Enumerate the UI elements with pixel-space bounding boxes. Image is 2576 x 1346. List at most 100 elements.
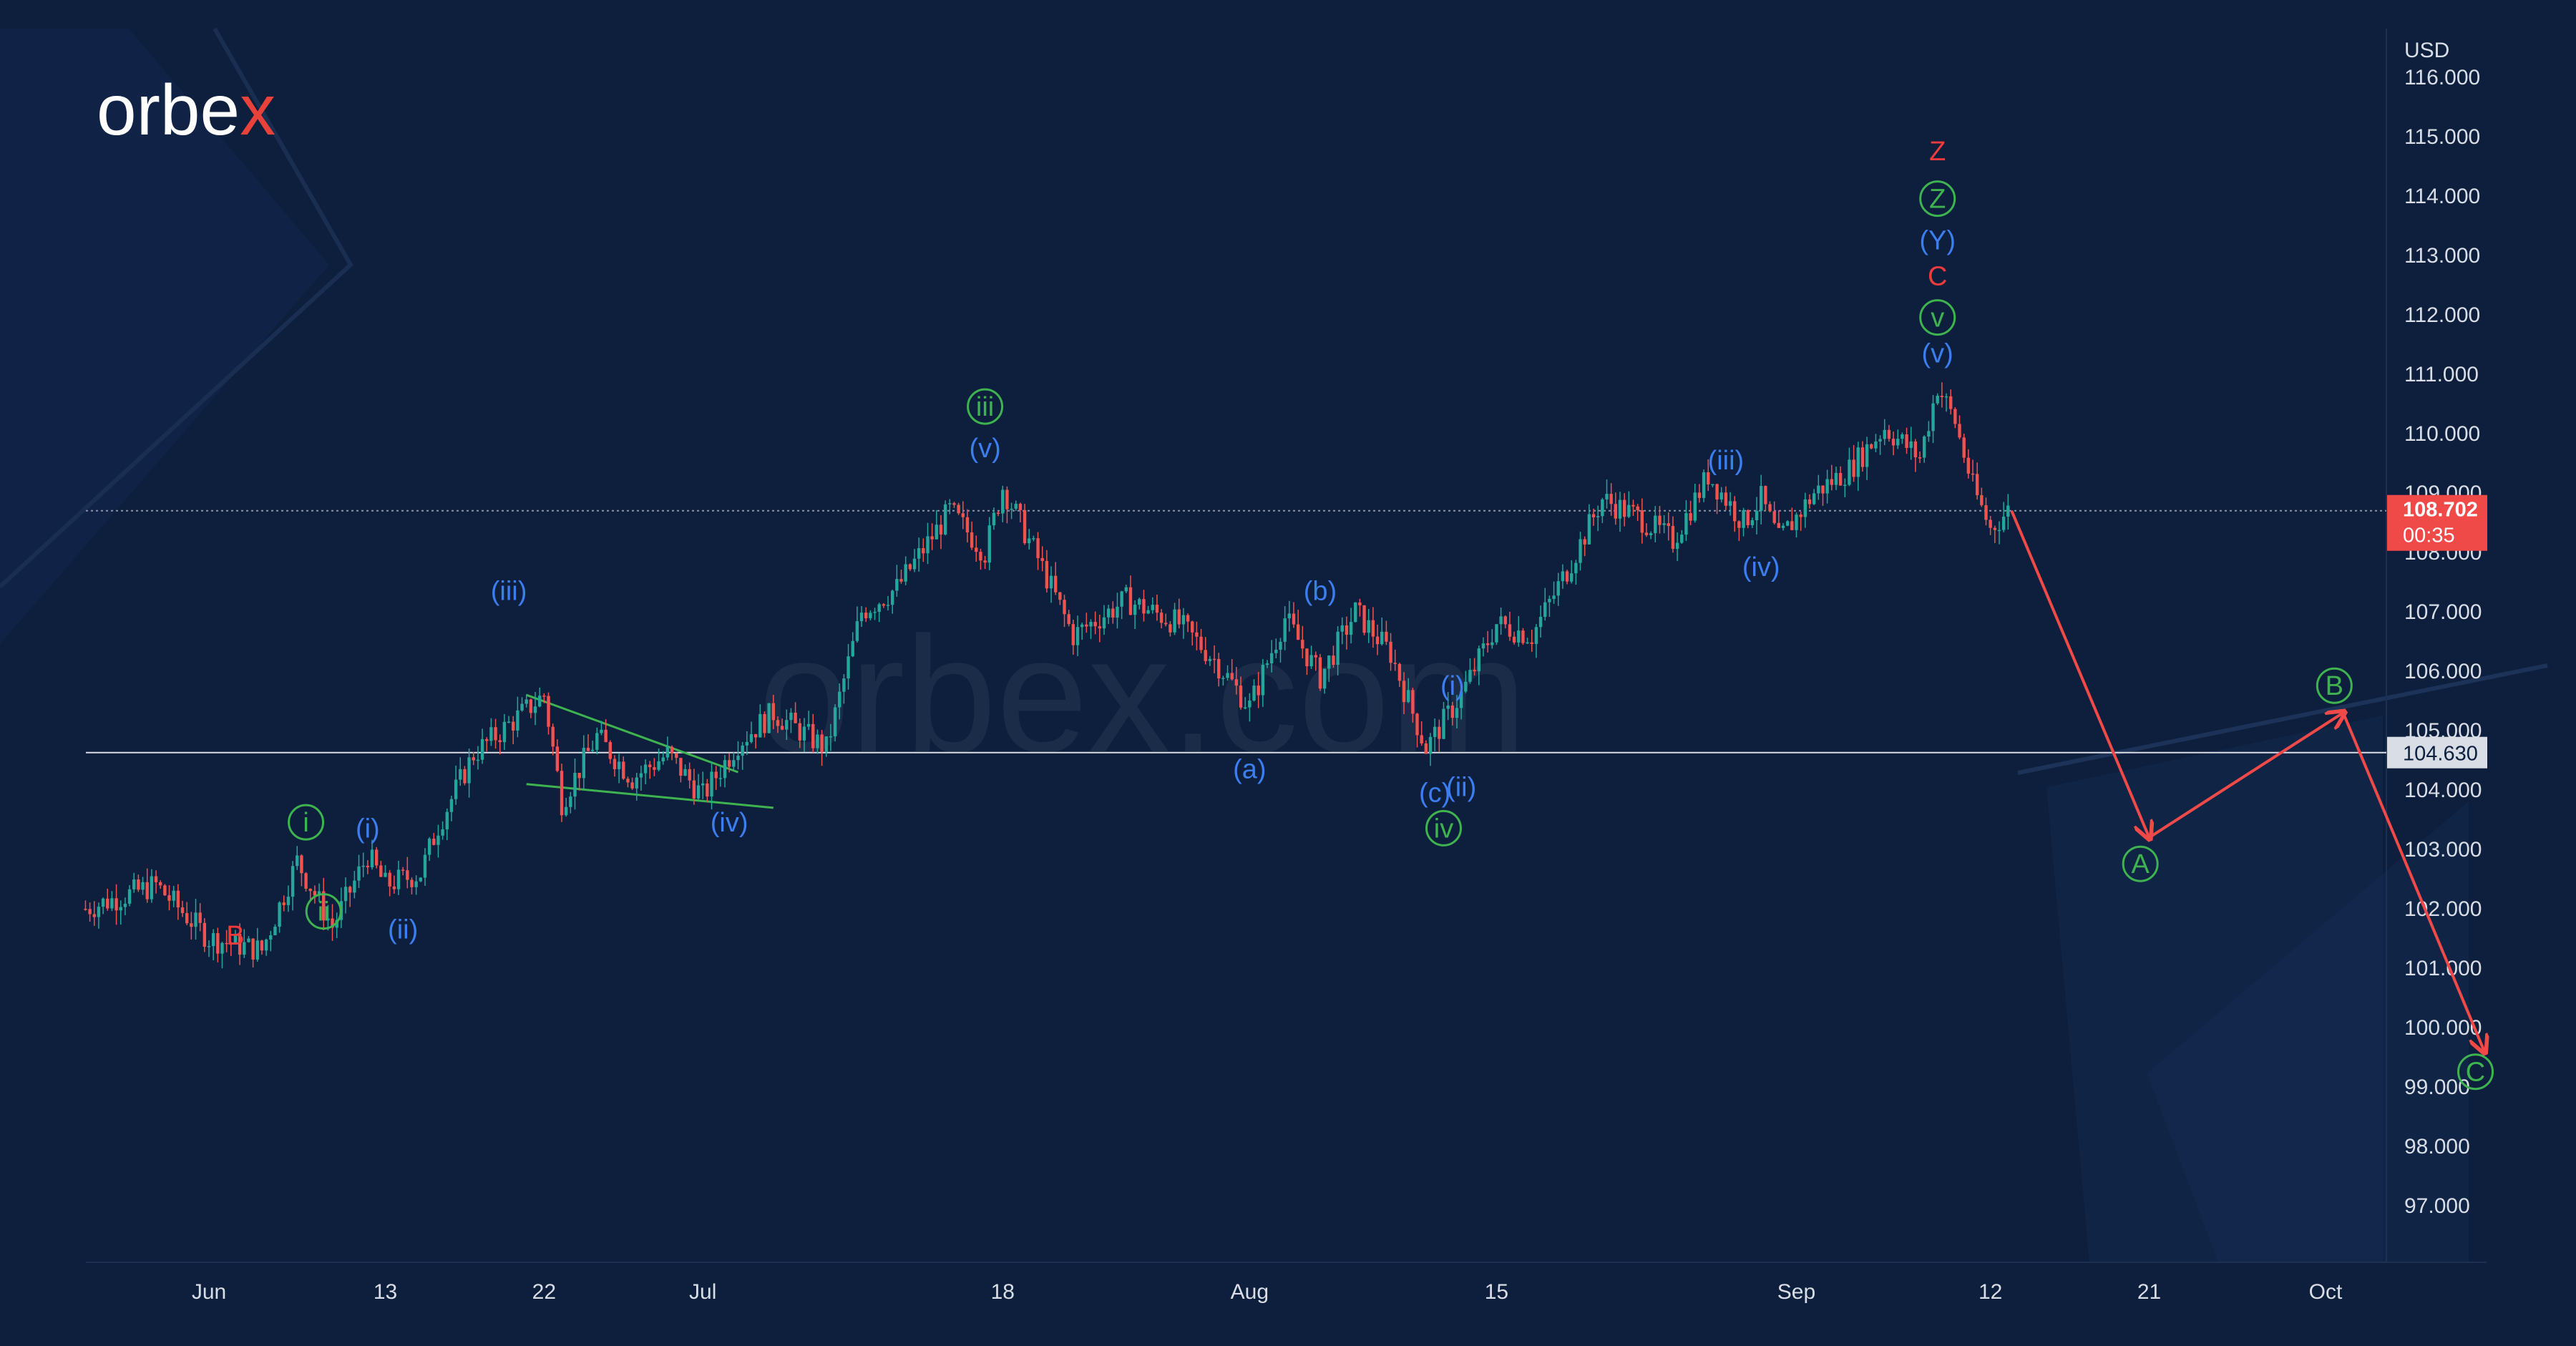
candle-body [1049,575,1053,589]
candle-body [1177,609,1181,625]
candle-body [1067,614,1070,625]
x-axis-ticks: Jun 13 22 Jul 18 Aug 15 Sep 12 21 Oct [192,1280,2343,1304]
candle-body [1711,484,1714,486]
triangle-lower-line [526,783,774,809]
candle-body [370,849,374,868]
candle-body [1138,599,1141,605]
candle-body [1111,608,1115,618]
y-tick-label: 101.000 [2404,957,2482,980]
candle-body [1265,663,1269,665]
wave-label-circle [1425,809,1462,847]
candle-body [1075,627,1080,645]
candle-body [507,721,511,723]
candle-body [706,783,709,797]
wave-label: (ii) [1446,772,1476,802]
candle-body [1830,479,1833,485]
candle-body [886,605,890,606]
x-tick-label: 21 [2137,1280,2161,1304]
candle-body [1018,504,1023,510]
wave-label-text: (v) [969,434,1000,464]
wave-label-text: iii [976,392,994,422]
candle-body [291,866,295,897]
candle-body [1257,686,1260,696]
candle-body [384,872,387,877]
candle-body [180,907,185,913]
candle-body [445,811,449,829]
candle-body [1503,616,1507,625]
candle-body [1481,643,1485,649]
candle-body [648,764,652,768]
candle-body [1464,681,1468,692]
candle-body [1169,624,1172,633]
candle-body [436,835,440,845]
candle-body [560,771,564,816]
candle-body [211,933,215,947]
wave-label-text: (a) [1233,754,1266,784]
candle-body [1001,489,1005,514]
candle-body [943,504,947,535]
candle-body [1737,521,1741,528]
candle-body [467,757,471,784]
candle-body [1923,437,1926,458]
wave-labels: Biii(i)(ii)(iii)(iv)iii(v)(a)(b)(i)(c)(i… [226,137,2494,1091]
candle-body [1411,690,1415,714]
candle-body [758,713,762,738]
candle-body [1834,472,1838,485]
candle-body [1958,424,1961,438]
y-tick-label: 114.000 [2404,185,2480,208]
candle-body [1693,492,1697,521]
candle-body [1512,636,1516,643]
candle-body [203,922,207,947]
candle-body [547,696,550,727]
candle-body [154,876,158,882]
candle-body [776,720,780,726]
candle-body [1023,509,1027,544]
candle-body [220,942,224,954]
candle-body [1340,625,1344,632]
projection-arrow [2010,509,2149,838]
candle-body [1901,434,1904,439]
wave-label: (iii) [491,576,527,606]
candle-body [361,865,365,867]
y-tick-label: 116.000 [2404,66,2480,89]
candle-body [110,898,114,909]
x-tick-label: 22 [532,1280,556,1304]
wave-label-circle [305,893,342,930]
candle-body [1195,632,1199,637]
candle-body [132,879,136,889]
candle-body [917,548,921,559]
y-tick-label: 103.000 [2404,838,2482,862]
candle-body [1760,486,1763,511]
candle-body [675,753,678,759]
candle-body [119,907,122,911]
candle-body [1556,581,1560,596]
candle-body [833,707,837,736]
candle-body [379,865,383,877]
wave-label: C [1928,262,1947,292]
candle-body [683,769,687,776]
candle-body [1883,429,1886,439]
candle-body [970,532,974,548]
candle-body [1931,403,1935,431]
candle-body [366,865,370,868]
projection-arrow [2341,712,2484,1051]
candle-body [1817,485,1820,494]
candle-body [1640,510,1644,533]
candle-body [1887,429,1891,439]
candle-body [617,761,621,769]
candle-body [1309,655,1313,667]
candle-body [1891,439,1896,446]
candle-body [869,613,872,618]
candle-body [1155,605,1159,613]
x-tick-label: 12 [1979,1280,2002,1304]
candle-body [714,771,718,779]
candle-body [1526,642,1529,644]
candle-body [137,879,140,890]
candle-body [820,734,824,753]
candle-body [1239,686,1243,708]
triangle-upper-line [526,693,739,774]
wave-label: A [2122,845,2159,882]
candle-body [1124,587,1128,592]
support-price-tag: 104.630 [2387,736,2487,769]
candle-body [1495,624,1498,643]
